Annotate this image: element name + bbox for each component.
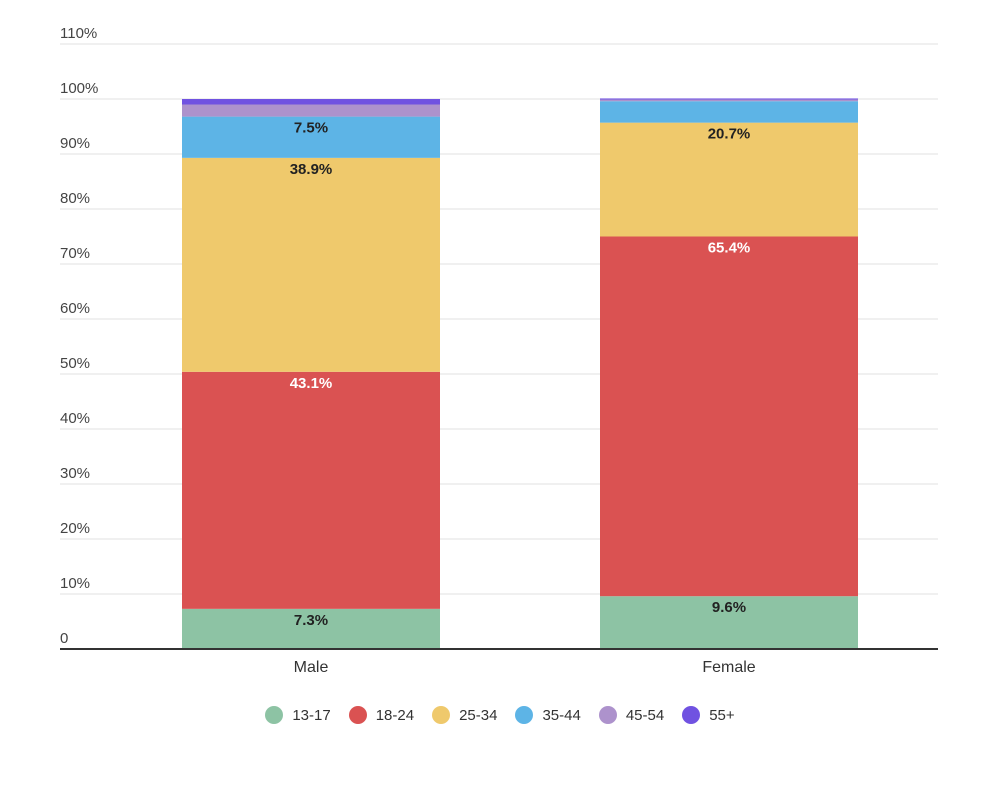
legend-marker-icon [265, 706, 284, 724]
legend-item: 13-17 [265, 706, 331, 724]
bar-segment-45-54-male [182, 104, 440, 117]
bar-segment-13-17-male [182, 608, 440, 649]
bar-segment-13-17-female [600, 596, 858, 649]
bar-segment-55+-male [182, 99, 440, 105]
bar-segment-35-44-male [182, 116, 440, 158]
x-category-label: Male [294, 659, 329, 676]
y-tick-label: 90% [60, 135, 90, 152]
data-label: 43.1% [290, 375, 333, 392]
x-axis-categories: Male Female [294, 659, 756, 676]
bars [182, 98, 858, 649]
y-tick-label: 70% [60, 245, 90, 262]
y-tick-label: 20% [60, 520, 90, 537]
data-label: 9.6% [712, 599, 746, 616]
bar-segment-45-54-female [600, 99, 858, 102]
legend-marker-icon [598, 706, 617, 724]
legend-marker-icon [682, 706, 701, 724]
y-tick-label: 60% [60, 300, 90, 317]
legend-item: 18-24 [348, 706, 415, 724]
bar-segment-25-34-male [182, 157, 440, 372]
x-category-label: Female [702, 659, 755, 676]
legend-label: 55+ [709, 706, 735, 724]
bar-segment-35-44-female [600, 101, 858, 123]
y-tick-label: 80% [60, 190, 90, 207]
stacked-bar-chart: 0 10% 20% 30% 40% 50% 60% 70% 80% 90% 100% 110% 7.3… [60, 25, 938, 676]
y-axis-ticks: 0 10% 20% 30% 40% 50% 60% 70% 80% 90% 100% 110% [60, 25, 98, 647]
y-tick-label: 40% [60, 410, 90, 427]
bar-segment-18-24-female [600, 236, 858, 597]
y-tick-label: 110% [60, 25, 97, 42]
legend-item: 55+ [682, 706, 735, 724]
legend-item: 45-54 [598, 706, 665, 724]
legend-item: 25-34 [432, 706, 497, 724]
data-label: 38.9% [290, 161, 333, 178]
data-labels: 7.3% 43.1% 38.9% 7.5% 9.6% 65.4% 20.7% [290, 120, 751, 629]
legend-item: 35-44 [515, 706, 581, 724]
legend-label: 18-24 [375, 706, 415, 724]
legend-marker-icon [432, 706, 451, 724]
data-label: 65.4% [708, 240, 751, 257]
legend: 13-17 18-24 25-34 35-44 45-54 55+ [0, 706, 1000, 724]
data-label: 7.5% [294, 120, 328, 137]
legend-label: 25-34 [459, 706, 498, 724]
y-tick-label: 0 [60, 630, 68, 647]
legend-label: 45-54 [625, 706, 665, 724]
legend-marker-icon [515, 706, 534, 724]
y-tick-label: 30% [60, 465, 90, 482]
bar-segment-18-24-male [182, 371, 440, 609]
legend-label: 35-44 [542, 706, 581, 724]
y-tick-label: 100% [60, 80, 98, 97]
legend-label: 13-17 [292, 706, 331, 724]
data-label: 7.3% [294, 612, 328, 629]
bar-segment-25-34-female [600, 122, 858, 237]
bar-segment-55+-female [600, 98, 858, 100]
y-tick-label: 50% [60, 355, 90, 372]
data-label: 20.7% [708, 126, 751, 143]
y-tick-label: 10% [60, 575, 90, 592]
legend-marker-icon [348, 706, 367, 724]
